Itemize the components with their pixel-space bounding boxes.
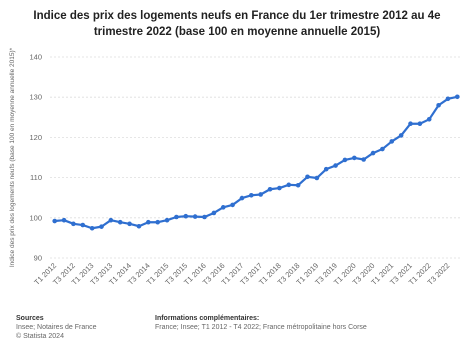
copyright: © Statista 2024: [16, 333, 64, 340]
data-point: [117, 219, 123, 225]
data-point: [370, 150, 376, 156]
data-point: [220, 205, 226, 210]
data-point: [408, 121, 413, 127]
data-point: [445, 96, 451, 102]
data-point: [342, 157, 348, 163]
data-point: [295, 182, 301, 188]
sources-block: Sources Insee; Notaires de France © Stat…: [16, 314, 97, 341]
data-point: [323, 166, 329, 172]
data-point: [352, 155, 357, 161]
info-label: Informations complémentaires:: [155, 315, 260, 322]
data-point: [314, 175, 320, 181]
data-point: [267, 186, 273, 192]
data-point: [136, 223, 142, 229]
data-point: [277, 185, 282, 191]
data-point: [71, 221, 76, 227]
info: France; Insee; T1 2012 - T4 2022; France…: [155, 324, 367, 331]
data-point: [305, 174, 310, 180]
y-tick-label: 120: [29, 133, 42, 142]
sources-label: Sources: [16, 315, 44, 322]
data-point: [108, 217, 114, 223]
data-point: [155, 219, 160, 225]
data-point: [127, 221, 132, 227]
data-point: [192, 214, 198, 219]
data-point: [417, 121, 423, 127]
data-point: [211, 210, 217, 216]
data-point: [146, 219, 151, 225]
data-point: [52, 218, 57, 224]
y-tick-label: 110: [30, 173, 42, 182]
data-point: [174, 214, 179, 220]
data-point: [436, 102, 441, 108]
data-point: [230, 202, 235, 208]
data-point: [286, 182, 292, 188]
data-point: [202, 214, 207, 220]
y-tick-label: 140: [29, 53, 42, 62]
y-tick-label: 100: [29, 213, 42, 222]
data-point: [380, 146, 385, 152]
data-point: [389, 139, 395, 144]
data-point: [258, 192, 263, 197]
data-point: [164, 217, 170, 223]
data-point: [333, 163, 338, 168]
data-point: [249, 192, 254, 198]
y-axis-label: Indice des prix des logements neufs (bas…: [9, 47, 16, 267]
info-block: Informations complémentaires: France; In…: [155, 314, 367, 332]
data-point: [89, 225, 95, 231]
data-point: [61, 217, 67, 223]
data-point: [426, 117, 432, 122]
chart-title: Indice des prix des logements neufs en F…: [33, 10, 441, 38]
data-point: [398, 133, 404, 138]
data-point: [239, 195, 245, 201]
data-point: [183, 213, 189, 219]
y-tick-label: 90: [34, 254, 42, 263]
data-line: [54, 95, 458, 230]
y-tick-label: 130: [29, 93, 42, 102]
data-point: [361, 157, 366, 162]
data-point: [455, 94, 460, 100]
data-point: [80, 222, 86, 228]
data-point: [99, 224, 104, 229]
sources: Insee; Notaires de France: [16, 324, 97, 331]
